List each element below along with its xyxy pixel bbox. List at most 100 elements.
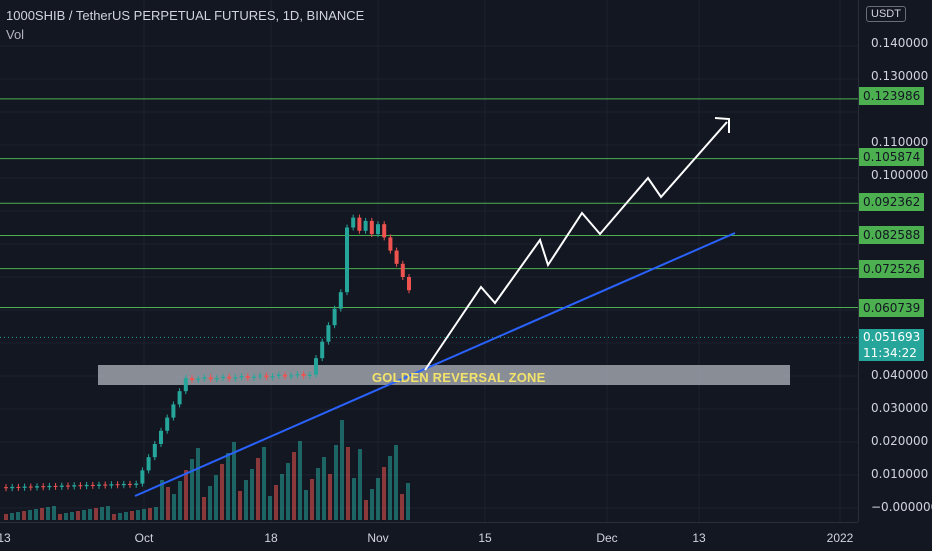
candle-body <box>239 376 244 378</box>
volume-bar <box>22 511 26 520</box>
chart-canvas[interactable] <box>0 0 858 522</box>
candle-body <box>363 220 368 231</box>
volume-bar <box>286 463 290 520</box>
volume-bar <box>208 486 212 520</box>
volume-bar <box>322 457 326 520</box>
candle-body <box>183 377 188 392</box>
volume-bar <box>280 474 284 520</box>
volume-bar <box>40 508 44 520</box>
candle-body <box>208 377 213 380</box>
volume-bar <box>310 479 314 520</box>
volume-bar <box>58 514 62 520</box>
current-price-value: 0.051693 <box>863 330 921 344</box>
volume-bar <box>400 494 404 520</box>
level-price-tag: 0.072526 <box>859 260 924 278</box>
volume-bar <box>358 449 362 520</box>
volume-bar <box>250 469 254 520</box>
candle-body <box>264 375 269 378</box>
candle-body <box>245 376 250 378</box>
candle-body <box>345 227 349 293</box>
volume-bar <box>334 445 338 520</box>
price-axis[interactable]: 0.140000 0.130000 0.110000 0.100000 0.04… <box>858 0 932 522</box>
volume-bar <box>94 508 98 520</box>
candle-body <box>407 277 411 291</box>
candle-body <box>146 457 151 471</box>
candle-body <box>382 224 387 238</box>
volume-bar <box>328 474 332 520</box>
volume-bar <box>76 511 80 520</box>
volume-bar <box>88 509 92 520</box>
volume-bar <box>244 480 248 520</box>
volume-bar <box>340 420 344 520</box>
volume-bar <box>142 509 146 520</box>
candle-body <box>47 485 52 488</box>
volume-bar <box>406 483 410 520</box>
candle-body <box>159 430 163 444</box>
time-tick: 2022 <box>826 531 854 545</box>
volume-bar <box>232 442 236 520</box>
level-price-tag: 0.082588 <box>859 226 924 244</box>
time-tick: Nov <box>367 531 389 545</box>
price-tick: 0.040000 <box>871 368 929 382</box>
volume-bar <box>28 510 32 520</box>
candle-body <box>400 263 405 277</box>
price-tick: 0.030000 <box>871 401 929 415</box>
candle-body <box>128 483 132 485</box>
bar-countdown: 11:34:22 <box>863 346 917 360</box>
candle-body <box>357 217 362 231</box>
volume-bar <box>268 496 272 520</box>
volume-bar <box>52 506 56 520</box>
candle-body <box>152 443 157 458</box>
candle-body <box>121 483 126 486</box>
chart-plot-area[interactable] <box>0 0 858 522</box>
volume-bar <box>46 507 50 520</box>
volume-bar <box>202 497 206 520</box>
level-price-tag: 0.105874 <box>859 148 924 166</box>
candle-body <box>78 485 83 487</box>
volume-bar <box>388 456 392 520</box>
volume-bar <box>148 508 152 520</box>
candle-body <box>109 484 114 486</box>
volume-bar <box>298 441 302 520</box>
candle-body <box>233 377 238 379</box>
candle-body <box>22 486 27 488</box>
golden-reversal-zone <box>98 365 790 385</box>
candle-body <box>41 486 46 488</box>
time-axis[interactable]: 13 Oct 18 Nov 15 Dec 13 2022 <box>0 522 858 551</box>
volume-bar <box>16 512 20 520</box>
volume-bar <box>10 513 14 520</box>
volume-bar <box>304 490 308 520</box>
candle-body <box>10 486 15 489</box>
volume-bar <box>316 468 320 520</box>
level-price-tag: 0.060739 <box>859 299 924 317</box>
volume-bar <box>106 506 110 520</box>
currency-unit-button[interactable]: USDT <box>866 6 906 22</box>
candle-body <box>35 486 39 488</box>
volume-bar <box>190 459 194 520</box>
candle-body <box>214 377 219 380</box>
volume-bar <box>394 445 398 520</box>
candle-body <box>202 377 207 379</box>
candle-body <box>295 374 300 376</box>
candle-body <box>314 358 318 375</box>
candle-body <box>97 484 101 486</box>
candle-body <box>276 374 281 376</box>
candle-body <box>227 376 232 379</box>
candle-body <box>115 484 120 486</box>
volume-bar <box>352 478 356 520</box>
time-tick: Dec <box>596 531 618 545</box>
candle-body <box>16 486 21 488</box>
time-tick: 13 <box>692 531 706 545</box>
time-tick: 13 <box>0 531 11 545</box>
volume-indicator-label[interactable]: Vol <box>6 27 25 42</box>
candle-body <box>171 404 176 418</box>
candle-body <box>177 391 182 405</box>
level-price-tag: 0.092362 <box>859 193 924 211</box>
candle-body <box>283 374 287 377</box>
candle-body <box>103 484 108 486</box>
price-tick: −0.000000 <box>871 500 932 514</box>
volume-bar <box>238 491 242 520</box>
time-tick: 15 <box>478 531 492 545</box>
volume-bar <box>136 510 140 520</box>
price-tick: 0.020000 <box>871 434 929 448</box>
